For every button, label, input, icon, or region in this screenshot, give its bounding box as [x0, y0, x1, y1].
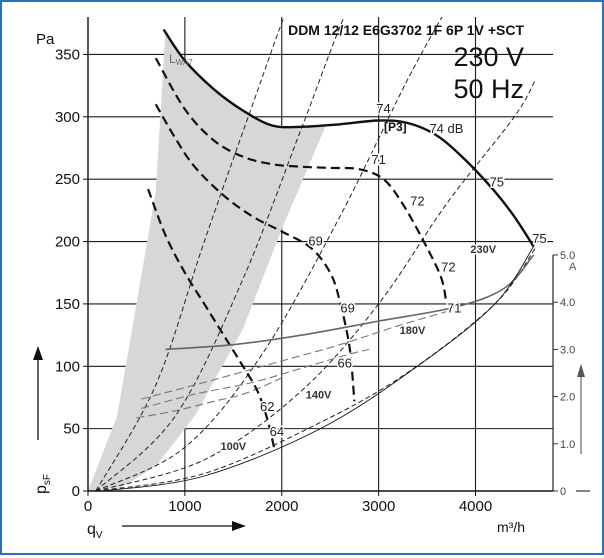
sound-level-value: 69 [340, 301, 354, 316]
pressure-curve-100v [147, 188, 276, 448]
frequency-label: 50 Hz [453, 74, 524, 104]
current-curves [136, 311, 447, 419]
y-tick-label: 250 [55, 171, 80, 188]
sound-level-label: LWA7 [169, 52, 193, 67]
sound-level-value: 74 dB [429, 121, 463, 136]
y-axis-label-sub: sF [42, 474, 53, 485]
current-curve-reduced [141, 311, 447, 400]
voltage-label: 230 V [453, 42, 524, 72]
current-curve-230v [165, 254, 535, 351]
y-tick-label: 150 [55, 296, 80, 313]
voltage-curve-label: 100V [220, 441, 246, 453]
y-tick-label: 350 [55, 46, 80, 63]
x-tick-label: 0 [84, 498, 92, 515]
x-unit: m³/h [497, 519, 525, 535]
voltage-curve-label: 140V [306, 390, 332, 402]
axes: 0 1000 2000 3000 4000 0 50 100 150 200 250 300 350 0 1… [55, 17, 575, 515]
y2-unit: A [569, 261, 577, 273]
x-flow-arrow-head [232, 521, 246, 531]
x-axis-label-main: q [87, 521, 96, 538]
y-tick-label: 50 [63, 421, 80, 438]
voltage-curve-label: 230V [470, 244, 496, 256]
y-axis-label: psF [33, 474, 53, 494]
y-tick-label: 300 [55, 109, 80, 126]
sound-level-value: 74 [376, 101, 390, 116]
y2-tick-label: 3.0 [560, 344, 575, 356]
y-tick-label: 100 [55, 358, 80, 375]
y-unit: Pa [36, 31, 55, 48]
y2-tick-label: 2.0 [560, 392, 575, 404]
pressure-curve-140v [154, 103, 356, 402]
chart-title: DDM 12/12 E6G3702 1F 6P 1V +SCT [288, 22, 524, 38]
x-tick-label: 1000 [168, 498, 201, 515]
y2-tick-label: 4.0 [560, 297, 575, 309]
system-curve [95, 17, 443, 491]
sound-region [88, 29, 326, 491]
sound-level-value: 62 [260, 399, 274, 414]
voltage-curve-label: 180V [400, 325, 426, 337]
sound-level-value: 72 [441, 259, 455, 274]
sound-level-value: 72 [410, 193, 424, 208]
y2-current-arrow-head [577, 364, 585, 377]
y-pressure-arrow-head [33, 346, 43, 360]
system-curve [95, 79, 537, 491]
sound-level-value: 71 [371, 152, 385, 167]
x-tick-label: 3000 [362, 498, 395, 515]
y2-tick-label: 5.0 [560, 250, 575, 262]
x-axis-label: qV [87, 521, 103, 541]
y2-tick-label: 0 [560, 486, 566, 498]
sound-level-value: 69 [308, 233, 322, 248]
sound-level-value: 75 [532, 231, 546, 246]
sound-level-label-main: L [169, 52, 176, 66]
system-curve-solid [102, 246, 534, 491]
operating-point-label: [P3] [384, 120, 407, 134]
sound-level-value: 75 [490, 175, 504, 190]
pressure-curve-230v [162, 28, 535, 248]
y-tick-label: 0 [72, 483, 80, 500]
x-axis-label-sub: V [96, 530, 103, 541]
y2-tick-label: 1.0 [560, 439, 575, 451]
y-axis-label-main: p [33, 485, 50, 494]
x-tick-label: 4000 [459, 498, 492, 515]
x-tick-label: 2000 [265, 498, 298, 515]
sound-level-value: 64 [270, 424, 284, 439]
sound-level-value: 66 [337, 356, 351, 371]
pressure-curves [102, 28, 535, 491]
pressure-curve-180v [154, 57, 448, 305]
sound-shaded-area [88, 29, 326, 491]
sound-level-value: 71 [447, 301, 461, 316]
y-tick-label: 200 [55, 234, 80, 251]
sound-level-label-sub: WA7 [176, 58, 194, 67]
annotations: 74 74 dB 71 72 75 75 69 69 72 71 66 62 64 230V 180V 140… [219, 100, 548, 455]
current-curve-reduced [141, 348, 370, 409]
